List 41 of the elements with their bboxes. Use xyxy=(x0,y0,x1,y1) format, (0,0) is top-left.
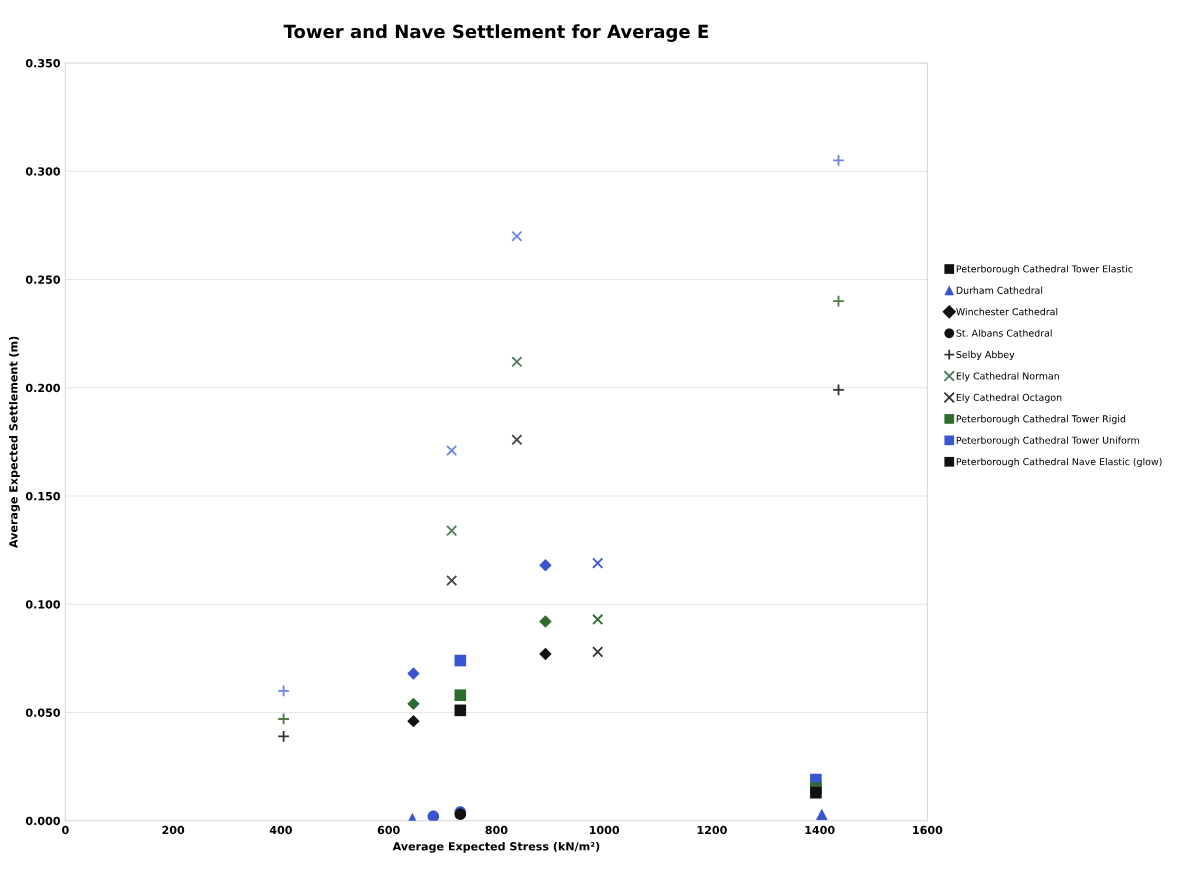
legend-label: Peterborough Cathedral Tower Elastic xyxy=(956,265,1133,275)
legend-label: Peterborough Cathedral Tower Uniform xyxy=(956,436,1139,446)
y-tick-label: 0.250 xyxy=(25,275,60,284)
y-tick-label: 0.050 xyxy=(25,708,60,717)
point xyxy=(511,356,523,368)
y-axis-title: Average Expected Settlement (m) xyxy=(8,336,20,548)
y-tick-label: 0.150 xyxy=(25,491,60,501)
point xyxy=(832,383,845,397)
legend-label: Ely Cathedral Octagon xyxy=(956,393,1062,403)
y-tick-label: 0.100 xyxy=(25,600,60,609)
legend-label: Durham Cathedral xyxy=(956,286,1043,294)
point xyxy=(511,434,523,446)
point xyxy=(810,786,822,799)
y-tick-label: 0.200 xyxy=(25,383,60,393)
legend-label: St. Albans Cathedral xyxy=(956,329,1052,337)
point xyxy=(832,294,845,308)
point xyxy=(446,574,458,586)
legend-label: Ely Cathedral Norman xyxy=(956,372,1059,382)
x-tick-label: 1600 xyxy=(913,825,943,835)
x-tick-label: 200 xyxy=(162,825,185,835)
chart-title: Tower and Nave Settlement for Average E xyxy=(283,24,708,42)
legend-label: Selby Abbey xyxy=(956,350,1015,360)
x-tick-label: 0 xyxy=(62,825,69,835)
x-tick-label: 1000 xyxy=(589,825,620,835)
point xyxy=(277,730,290,743)
x-tick-label: 400 xyxy=(269,825,292,835)
point xyxy=(446,525,458,537)
x-axis-title: Average Expected Stress (kN/m²) xyxy=(392,841,600,853)
x-tick-label: 600 xyxy=(377,825,400,835)
x-tick-label: 1400 xyxy=(805,825,835,835)
legend-label: Peterborough Cathedral Nave Elastic (glow) xyxy=(956,457,1162,468)
legend-label: Peterborough Cathedral Tower Rigid xyxy=(956,415,1126,425)
x-tick-label: 800 xyxy=(485,825,508,835)
point xyxy=(277,712,290,726)
point xyxy=(816,808,828,821)
y-tick-label: 0.300 xyxy=(25,167,60,176)
y-tick-label: 0.350 xyxy=(25,58,60,68)
point xyxy=(427,810,440,821)
legend-label: Winchester Cathedral xyxy=(956,307,1058,316)
x-tick-label: 1200 xyxy=(697,825,727,835)
y-tick-label: 0.000 xyxy=(25,816,60,826)
